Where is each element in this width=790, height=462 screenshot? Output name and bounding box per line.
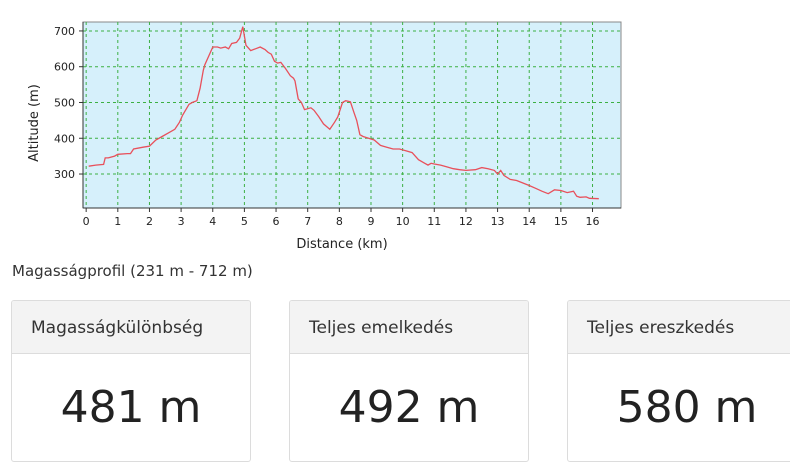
stat-label-total-ascent: Teljes emelkedés (290, 301, 528, 354)
profile-caption: Magasságprofil (231 m - 712 m) (12, 262, 253, 280)
y-tick-label: 300 (54, 168, 75, 181)
x-tick-label: 8 (336, 215, 343, 228)
y-tick-label: 500 (54, 96, 75, 109)
stat-value-total-descent: 580 m (616, 382, 758, 433)
x-tick-label: 10 (396, 215, 410, 228)
stat-value-total-ascent: 492 m (338, 382, 480, 433)
x-tick-label: 3 (178, 215, 185, 228)
x-tick-label: 13 (491, 215, 505, 228)
x-tick-label: 14 (522, 215, 536, 228)
x-tick-label: 0 (83, 215, 90, 228)
x-tick-label: 15 (554, 215, 568, 228)
stat-card-total-descent: Teljes ereszkedés 580 m (567, 300, 790, 462)
stat-label-total-descent: Teljes ereszkedés (568, 301, 790, 354)
x-tick-label: 6 (273, 215, 280, 228)
elevation-profile-chart: 0 1 2 3 4 5 6 7 8 9 10 11 12 13 14 15 16300400500600700D… (27, 21, 622, 252)
x-tick-label: 12 (459, 215, 473, 228)
x-tick-label: 11 (427, 215, 441, 228)
x-tick-label: 5 (241, 215, 248, 228)
x-tick-label: 1 (114, 215, 121, 228)
y-axis-label: Altitude (m) (27, 84, 42, 162)
y-tick-label: 600 (54, 61, 75, 74)
x-tick-label: 2 (146, 215, 153, 228)
x-tick-label: 4 (209, 215, 216, 228)
y-tick-label: 700 (54, 25, 75, 38)
x-tick-label: 9 (367, 215, 374, 228)
y-tick-label: 400 (54, 132, 75, 145)
plot-area (82, 21, 622, 209)
stat-card-total-ascent: Teljes emelkedés 492 m (289, 300, 529, 462)
stat-label-elevation-difference: Magasságkülönbség (12, 301, 250, 354)
x-tick-label: 16 (586, 215, 600, 228)
x-tick-label: 7 (304, 215, 311, 228)
stat-card-elevation-difference: Magasságkülönbség 481 m (11, 300, 251, 462)
elevation-series-line (88, 26, 599, 200)
x-axis-label: Distance (km) (296, 237, 387, 252)
stat-value-elevation-difference: 481 m (60, 382, 202, 433)
